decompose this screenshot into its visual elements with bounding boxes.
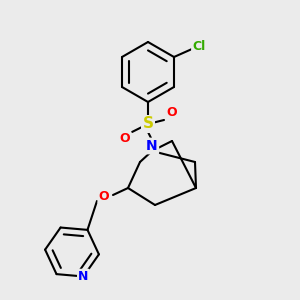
Text: O: O (167, 106, 177, 119)
Text: Cl: Cl (192, 40, 206, 52)
Text: S: S (142, 116, 154, 131)
Text: O: O (99, 190, 109, 202)
Text: O: O (120, 133, 130, 146)
Text: N: N (146, 139, 158, 153)
Text: N: N (78, 270, 88, 283)
